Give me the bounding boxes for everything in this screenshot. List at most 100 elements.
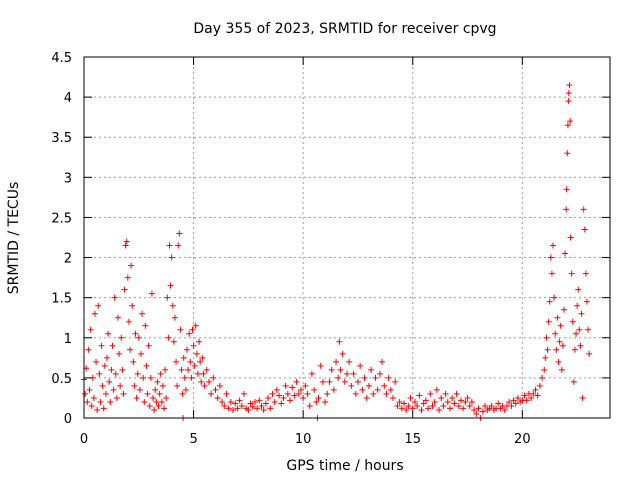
- data-point: [453, 390, 460, 397]
- data-point: [558, 366, 565, 373]
- data-point: [230, 406, 237, 413]
- data-point: [390, 394, 397, 401]
- data-point: [339, 350, 346, 357]
- data-point: [442, 390, 449, 397]
- data-points: [81, 82, 593, 421]
- data-point: [269, 390, 276, 397]
- data-point: [573, 330, 580, 337]
- data-point: [385, 374, 392, 381]
- data-point: [337, 366, 344, 373]
- data-point: [422, 397, 429, 404]
- data-point: [552, 330, 559, 337]
- data-point: [528, 394, 535, 401]
- data-point: [536, 382, 543, 389]
- data-point: [585, 326, 592, 333]
- data-point: [394, 402, 401, 409]
- data-point: [174, 382, 181, 389]
- data-point: [398, 405, 405, 412]
- data-point: [451, 400, 458, 407]
- data-point: [508, 402, 515, 409]
- data-point: [171, 314, 178, 321]
- data-point: [361, 374, 368, 381]
- data-point: [569, 318, 576, 325]
- data-point: [278, 400, 285, 407]
- data-point: [260, 406, 267, 413]
- data-point: [168, 254, 175, 261]
- data-point: [563, 206, 570, 213]
- y-tick-label: 1: [64, 332, 72, 347]
- data-point: [530, 390, 537, 397]
- data-point: [449, 394, 456, 401]
- y-axis-title: SRMTID / TECUs: [6, 182, 22, 295]
- data-point: [555, 358, 562, 365]
- data-point: [194, 370, 201, 377]
- data-point: [186, 330, 193, 337]
- data-point: [357, 362, 364, 369]
- data-point: [575, 286, 582, 293]
- data-point: [566, 82, 573, 89]
- data-point: [488, 402, 495, 409]
- chart-title: Day 355 of 2023, SRMTID for receiver cpv…: [193, 21, 496, 37]
- data-point: [198, 378, 205, 385]
- data-point: [176, 230, 183, 237]
- data-point: [184, 346, 191, 353]
- data-point: [82, 390, 89, 397]
- data-point: [192, 322, 199, 329]
- x-tick-labels: 0 5 10 15 20: [80, 432, 531, 447]
- data-point: [265, 394, 272, 401]
- data-point: [376, 370, 383, 377]
- data-point: [289, 384, 296, 391]
- data-point: [557, 322, 564, 329]
- data-point: [131, 382, 138, 389]
- data-point: [159, 382, 166, 389]
- data-point: [86, 386, 93, 393]
- data-point: [405, 402, 412, 409]
- data-point: [581, 226, 588, 233]
- data-point: [112, 370, 119, 377]
- data-point: [539, 374, 546, 381]
- y-tick-label: 2.5: [51, 211, 72, 226]
- data-point: [311, 386, 318, 393]
- data-point: [381, 382, 388, 389]
- data-point: [225, 405, 232, 412]
- data-point: [416, 392, 423, 399]
- data-point: [582, 270, 589, 277]
- data-point: [551, 294, 558, 301]
- data-point: [170, 338, 177, 345]
- data-point: [554, 314, 561, 321]
- data-point: [328, 366, 335, 373]
- data-point: [578, 310, 585, 317]
- data-point: [175, 242, 182, 249]
- data-point: [379, 358, 386, 365]
- data-point: [219, 398, 226, 405]
- data-point: [199, 354, 206, 361]
- data-point: [134, 370, 141, 377]
- data-point: [216, 382, 223, 389]
- data-point: [205, 378, 212, 385]
- data-point: [295, 390, 302, 397]
- y-tick-label: 4.5: [51, 51, 72, 66]
- data-point: [191, 362, 198, 369]
- data-point: [418, 406, 425, 413]
- data-point: [117, 382, 124, 389]
- data-point: [208, 390, 215, 397]
- data-point: [523, 397, 530, 404]
- y-tick-label: 1.5: [51, 292, 72, 307]
- data-point: [100, 405, 107, 412]
- data-point: [322, 398, 329, 405]
- data-point: [91, 310, 98, 317]
- data-point: [163, 394, 170, 401]
- data-point: [157, 370, 164, 377]
- data-point: [462, 398, 469, 405]
- data-point: [179, 390, 186, 397]
- data-point: [534, 392, 541, 399]
- y-tick-label: 0: [64, 412, 72, 427]
- data-point: [468, 398, 475, 405]
- data-point: [521, 392, 528, 399]
- data-point: [109, 342, 116, 349]
- data-point: [542, 354, 549, 361]
- y-tick-label: 4: [64, 91, 72, 106]
- data-point: [559, 342, 566, 349]
- data-point: [475, 405, 482, 412]
